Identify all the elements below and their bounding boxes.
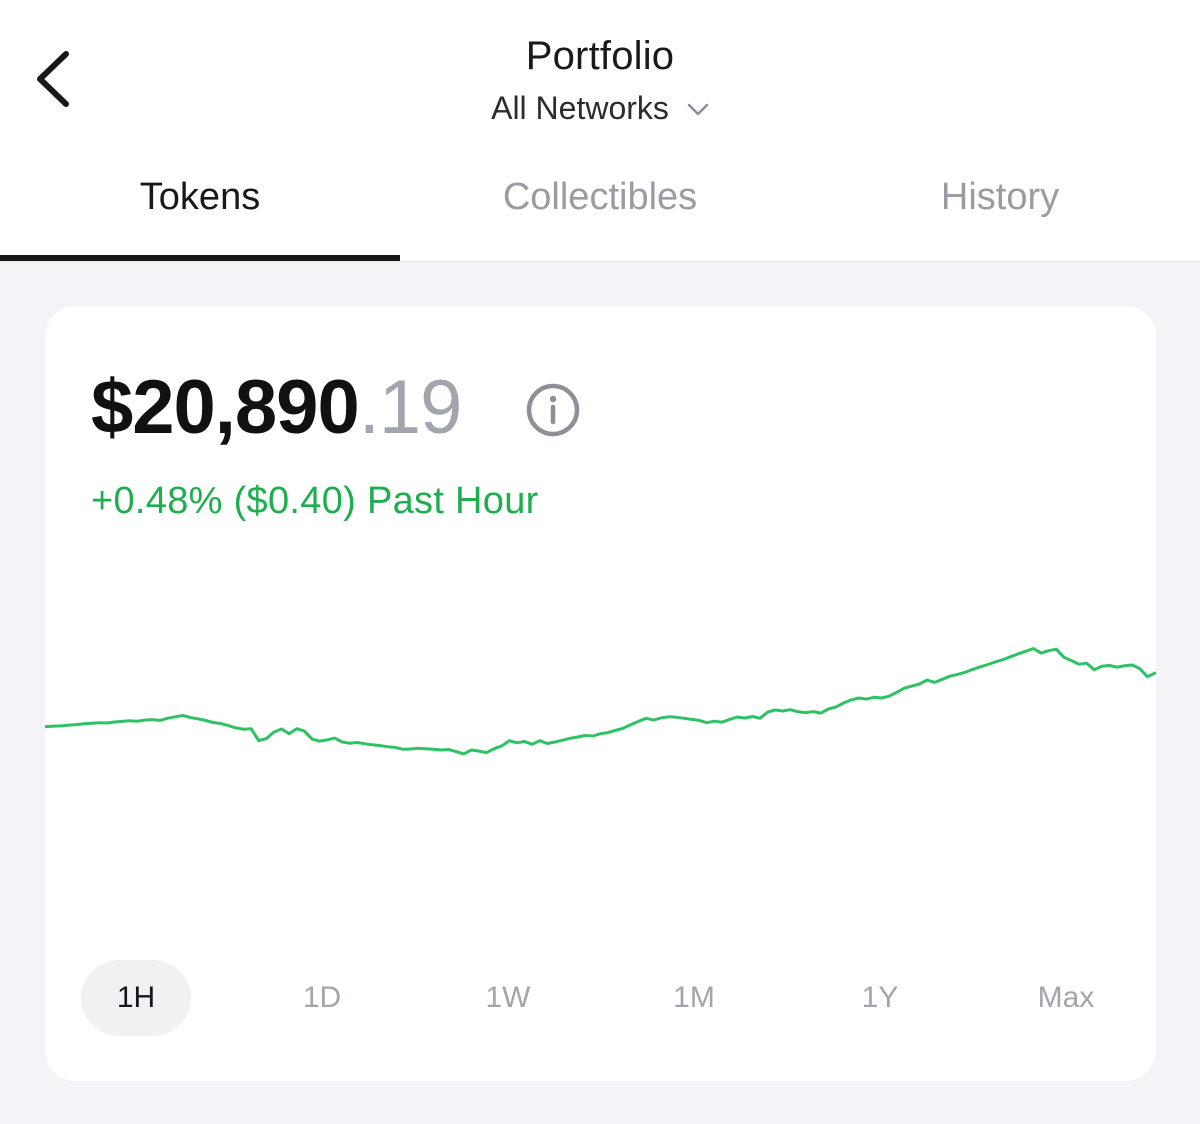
balance-whole: $20,890	[91, 365, 360, 450]
range-button-max[interactable]: Max	[1037, 981, 1095, 1014]
tab-tokens[interactable]: Tokens	[139, 176, 261, 218]
range-button-1w[interactable]: 1W	[485, 981, 531, 1014]
range-button-1d[interactable]: 1D	[302, 981, 342, 1014]
time-range-selector: 1H 1D 1W 1M 1Y Max	[81, 960, 1121, 1036]
portfolio-balance: $20,890.19	[91, 370, 462, 446]
info-button[interactable]	[525, 382, 581, 438]
chevron-left-icon	[37, 51, 69, 107]
info-icon	[526, 383, 580, 437]
active-tab-indicator	[0, 255, 400, 261]
tab-history[interactable]: History	[940, 176, 1060, 218]
range-button-1y[interactable]: 1Y	[861, 981, 899, 1014]
range-button-1m[interactable]: 1M	[673, 981, 715, 1014]
network-selector[interactable]: All Networks	[0, 90, 1200, 127]
page-title: Portfolio	[525, 34, 675, 78]
top-header: Portfolio All Networks Tokens Collectibl…	[0, 0, 1200, 262]
network-label: All Networks	[491, 90, 669, 126]
tab-bar: Tokens Collectibles History	[0, 168, 1200, 261]
balance-cents: .19	[358, 365, 463, 450]
tab-collectibles[interactable]: Collectibles	[502, 176, 698, 218]
portfolio-card: $20,890.19 +0.48% ($0.40) Past Hour 1H 1D…	[45, 306, 1156, 1081]
balance-change: +0.48% ($0.40) Past Hour	[91, 480, 539, 522]
portfolio-chart	[45, 647, 1156, 756]
range-button-1h[interactable]: 1H	[81, 960, 191, 1036]
chevron-down-icon	[687, 103, 709, 115]
back-button[interactable]	[28, 46, 88, 112]
portfolio-series-line	[45, 647, 1156, 756]
